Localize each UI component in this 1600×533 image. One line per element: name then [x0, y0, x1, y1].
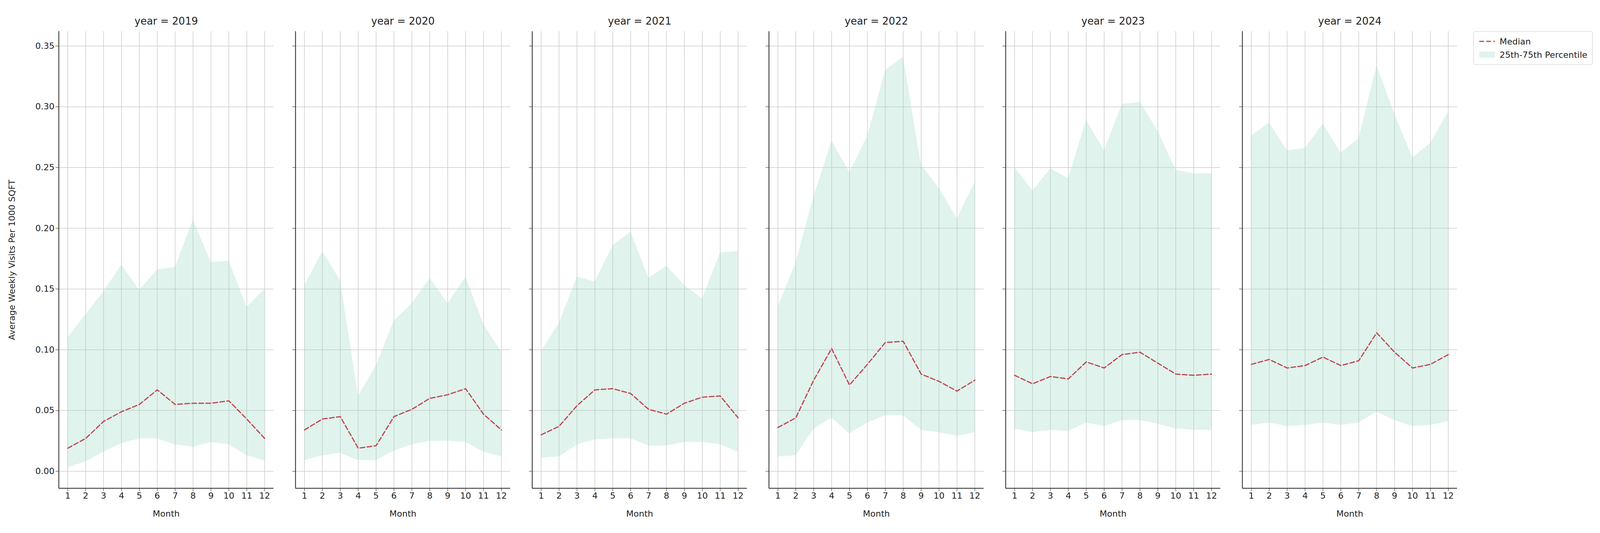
svg-text:3: 3 — [574, 491, 580, 501]
svg-text:6: 6 — [864, 491, 871, 501]
svg-text:0.00: 0.00 — [35, 466, 55, 477]
svg-text:12: 12 — [1442, 491, 1454, 501]
svg-text:6: 6 — [1101, 491, 1108, 501]
svg-text:2: 2 — [82, 491, 89, 501]
svg-text:Month: Month — [152, 508, 180, 519]
svg-text:9: 9 — [1391, 491, 1398, 501]
svg-text:year = 2022: year = 2022 — [844, 15, 909, 27]
svg-text:9: 9 — [1155, 491, 1161, 501]
svg-text:year = 2024: year = 2024 — [1317, 15, 1382, 27]
svg-text:9: 9 — [918, 491, 924, 501]
svg-text:year = 2021: year = 2021 — [607, 15, 672, 27]
svg-text:11: 11 — [478, 491, 490, 501]
svg-text:0.30: 0.30 — [35, 101, 55, 112]
svg-text:4: 4 — [828, 491, 835, 501]
svg-text:4: 4 — [1065, 491, 1072, 501]
svg-text:8: 8 — [1373, 491, 1380, 501]
svg-text:5: 5 — [136, 491, 143, 501]
svg-text:11: 11 — [951, 491, 963, 501]
svg-text:10: 10 — [1170, 491, 1182, 501]
svg-text:12: 12 — [1206, 491, 1218, 501]
svg-text:5: 5 — [610, 491, 616, 501]
svg-text:12: 12 — [732, 491, 744, 501]
svg-text:1: 1 — [64, 491, 71, 501]
svg-text:0.25: 0.25 — [35, 162, 55, 173]
svg-text:2: 2 — [1266, 491, 1272, 501]
svg-text:2: 2 — [792, 491, 799, 501]
svg-text:7: 7 — [172, 491, 178, 501]
html-text:25th-75th Percentile: 25th-75th Percentile — [1499, 49, 1588, 60]
svg-text:11: 11 — [714, 491, 726, 501]
svg-text:4: 4 — [592, 491, 598, 501]
svg-text:10: 10 — [460, 491, 472, 501]
svg-text:0.15: 0.15 — [35, 283, 55, 294]
svg-text:0.05: 0.05 — [35, 405, 55, 416]
svg-text:3: 3 — [1047, 491, 1054, 501]
svg-text:12: 12 — [496, 491, 508, 501]
html-text:Median: Median — [1499, 36, 1531, 47]
svg-text:9: 9 — [444, 491, 451, 501]
svg-text:7: 7 — [408, 491, 415, 501]
svg-text:year = 2020: year = 2020 — [371, 15, 435, 27]
svg-text:Month: Month — [1099, 508, 1127, 519]
svg-text:12: 12 — [969, 491, 981, 501]
svg-text:4: 4 — [355, 491, 361, 501]
svg-text:3: 3 — [100, 491, 107, 501]
svg-text:7: 7 — [645, 491, 652, 501]
svg-text:5: 5 — [1083, 491, 1090, 501]
svg-text:2: 2 — [319, 491, 325, 501]
svg-text:11: 11 — [241, 491, 253, 501]
svg-text:6: 6 — [154, 491, 161, 501]
svg-text:Month: Month — [1336, 508, 1364, 519]
svg-text:1: 1 — [1248, 491, 1254, 501]
svg-text:12: 12 — [259, 491, 271, 501]
svg-text:10: 10 — [1407, 491, 1418, 501]
svg-text:8: 8 — [190, 491, 196, 501]
svg-text:8: 8 — [426, 491, 433, 501]
svg-text:Average Weekly Visits Per 1000: Average Weekly Visits Per 1000 SQFT — [7, 179, 17, 341]
svg-text:6: 6 — [391, 491, 397, 501]
svg-text:9: 9 — [681, 491, 688, 501]
svg-text:0.10: 0.10 — [35, 344, 55, 355]
svg-text:2: 2 — [556, 491, 562, 501]
svg-text:0.20: 0.20 — [35, 223, 55, 234]
svg-text:Month: Month — [626, 508, 654, 519]
svg-text:year = 2023: year = 2023 — [1081, 15, 1145, 27]
svg-text:7: 7 — [1355, 491, 1362, 501]
svg-text:10: 10 — [696, 491, 708, 501]
svg-text:11: 11 — [1425, 491, 1436, 501]
svg-text:5: 5 — [373, 491, 379, 501]
svg-text:2: 2 — [1029, 491, 1036, 501]
svg-text:6: 6 — [1338, 491, 1344, 501]
svg-text:3: 3 — [810, 491, 817, 501]
svg-text:0.35: 0.35 — [35, 41, 55, 51]
svg-text:3: 3 — [1284, 491, 1290, 501]
svg-text:8: 8 — [1137, 491, 1143, 501]
svg-text:1: 1 — [538, 491, 544, 501]
svg-text:1: 1 — [1011, 491, 1018, 501]
svg-text:7: 7 — [882, 491, 888, 501]
svg-text:6: 6 — [628, 491, 634, 501]
svg-text:8: 8 — [900, 491, 906, 501]
svg-text:11: 11 — [1188, 491, 1200, 501]
svg-text:Month: Month — [862, 508, 890, 519]
svg-text:10: 10 — [223, 491, 235, 501]
svg-text:5: 5 — [1320, 491, 1326, 501]
svg-text:1: 1 — [301, 491, 308, 501]
svg-text:9: 9 — [208, 491, 214, 501]
svg-text:8: 8 — [663, 491, 670, 501]
svg-text:7: 7 — [1119, 491, 1125, 501]
svg-text:Month: Month — [389, 508, 417, 519]
svg-text:year = 2019: year = 2019 — [134, 15, 199, 27]
svg-text:4: 4 — [1302, 491, 1308, 501]
svg-text:5: 5 — [846, 491, 853, 501]
svg-text:1: 1 — [775, 491, 781, 501]
svg-text:10: 10 — [933, 491, 945, 501]
svg-text:3: 3 — [337, 491, 343, 501]
svg-text:4: 4 — [118, 491, 125, 501]
